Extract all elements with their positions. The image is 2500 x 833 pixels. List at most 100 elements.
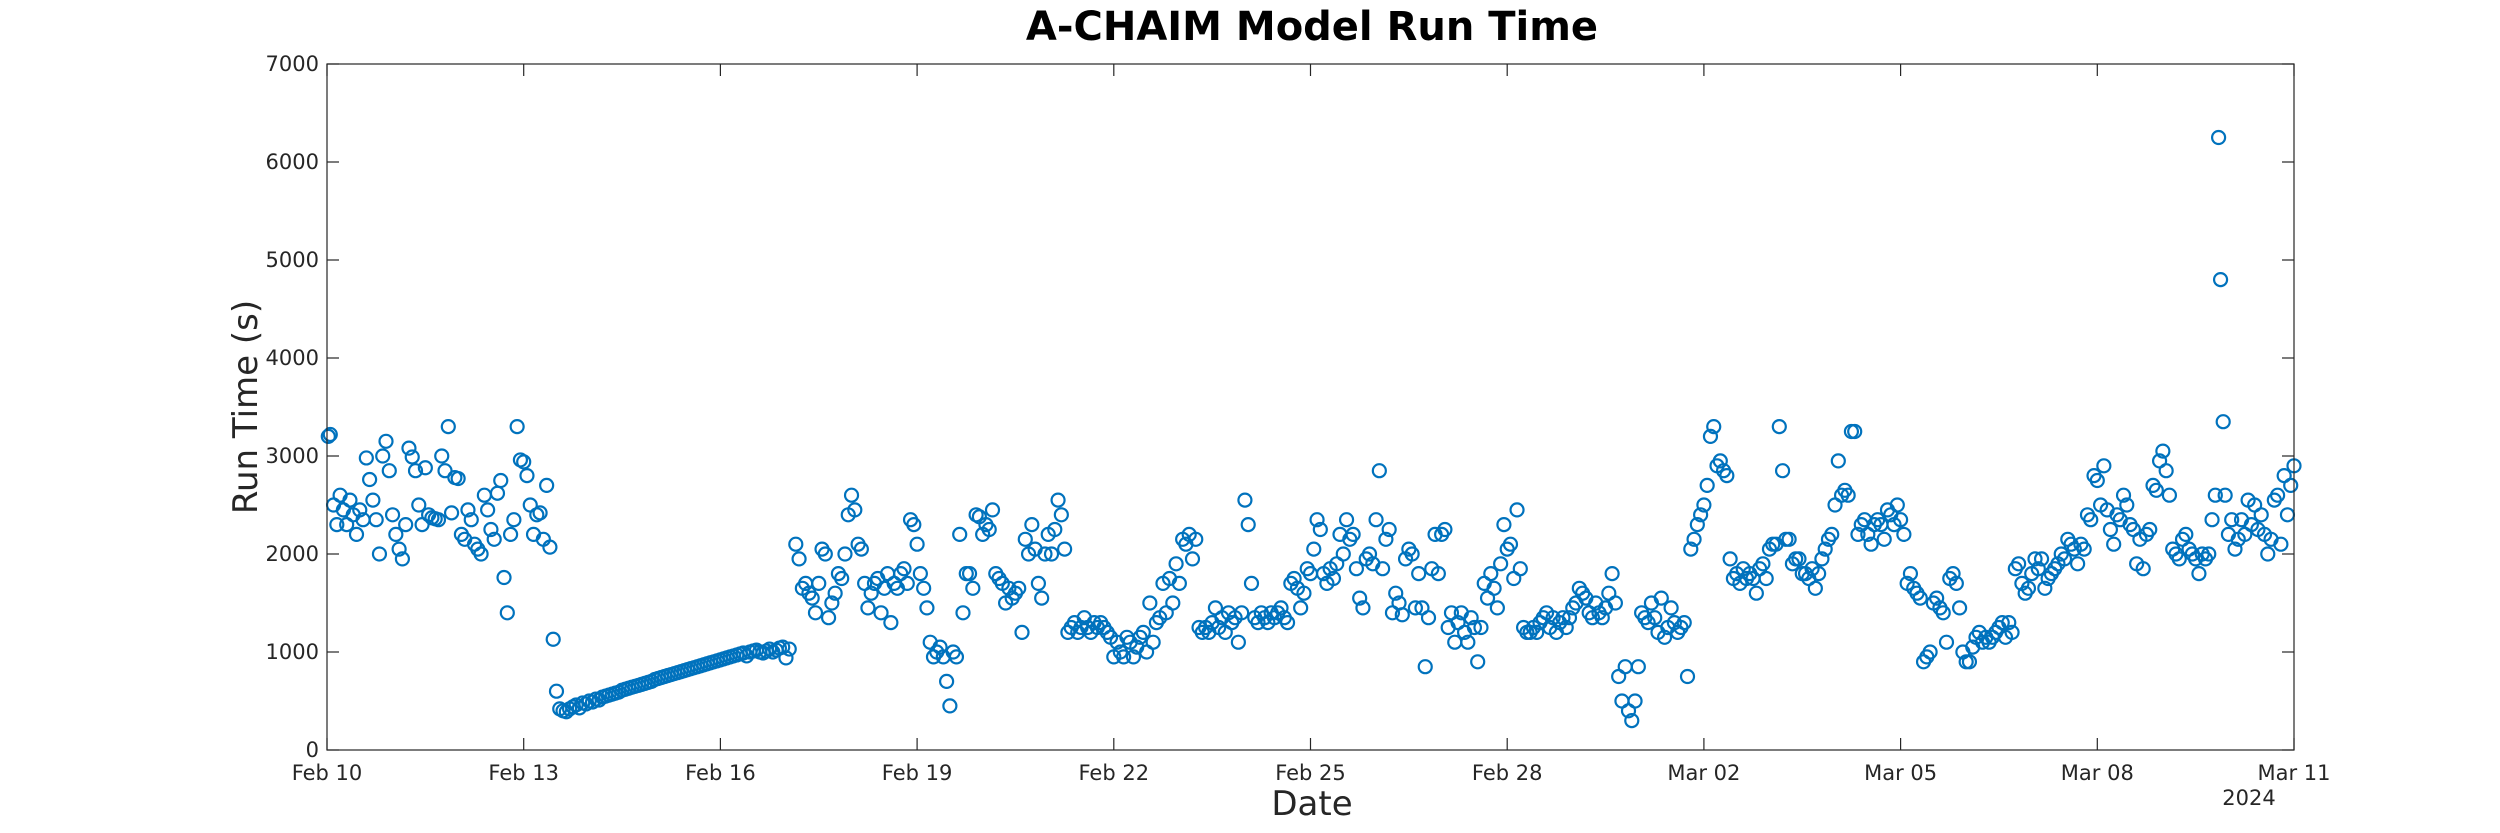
x-tick-label: Feb 22: [1079, 761, 1150, 785]
data-point: [348, 526, 365, 543]
data-point: [1493, 556, 1509, 572]
data-point: [1352, 590, 1368, 606]
data-point: [1473, 619, 1489, 636]
data-point: [1368, 512, 1384, 528]
data-point: [1758, 570, 1774, 587]
data-point: [1699, 477, 1715, 493]
data-point: [853, 541, 869, 557]
data-point: [329, 516, 345, 533]
data-point: [1325, 570, 1342, 587]
data-point: [1345, 526, 1361, 543]
data-point: [381, 463, 397, 479]
data-point: [1529, 624, 1545, 641]
data-point: [1696, 497, 1712, 513]
data-point: [1496, 516, 1512, 533]
data-point: [1230, 634, 1246, 650]
data-point: [2076, 541, 2092, 557]
data-point: [1653, 590, 1669, 606]
data-point: [548, 683, 565, 699]
data-point: [2011, 556, 2027, 572]
data-point: [391, 541, 407, 557]
data-point: [1361, 546, 1378, 562]
data-point: [883, 614, 899, 631]
x-axis-label: Date: [1271, 784, 1352, 824]
data-point: [365, 492, 381, 508]
data-point: [1011, 580, 1027, 596]
x-tick-label: Mar 08: [2061, 761, 2134, 785]
data-point: [539, 477, 555, 493]
data-point: [2089, 472, 2105, 489]
data-point: [1030, 575, 1046, 592]
data-point: [1371, 463, 1387, 479]
data-point: [1240, 516, 1256, 533]
data-point: [486, 531, 502, 547]
y-tick-label: 6000: [266, 150, 319, 174]
data-point: [368, 512, 384, 528]
data-point: [398, 516, 414, 533]
data-point: [2001, 614, 2017, 631]
data-point: [1686, 531, 1702, 547]
data-point: [430, 512, 447, 528]
data-point: [847, 502, 863, 518]
data-point: [961, 565, 978, 582]
data-markers: [320, 129, 2302, 729]
data-point: [896, 561, 912, 577]
data-point: [394, 551, 411, 567]
data-point: [1017, 531, 1033, 547]
data-point: [1929, 590, 1945, 606]
data-point: [2027, 551, 2043, 567]
data-point: [2178, 526, 2194, 543]
data-point: [1437, 521, 1453, 538]
data-point: [388, 526, 404, 543]
data-point: [1994, 614, 2010, 631]
data-point: [2033, 551, 2050, 567]
data-point: [1722, 551, 1738, 567]
data-point: [2171, 551, 2187, 567]
y-tick-label: 1000: [266, 640, 319, 664]
data-point: [463, 512, 479, 528]
data-point: [1863, 536, 1879, 552]
data-point: [2030, 561, 2046, 577]
data-point: [1555, 610, 1571, 626]
data-point: [443, 505, 460, 521]
data-point: [1807, 580, 1823, 596]
data-point: [981, 521, 997, 538]
data-point: [1948, 575, 1964, 592]
data-point: [2096, 458, 2112, 474]
data-point: [483, 521, 499, 538]
data-point: [1168, 556, 1184, 572]
data-point: [899, 575, 915, 592]
data-point: [407, 463, 424, 479]
data-point: [1892, 512, 1909, 528]
data-point: [2210, 129, 2227, 146]
data-point: [1889, 497, 1905, 513]
data-point: [499, 605, 515, 621]
data-point: [860, 600, 876, 616]
data-point: [820, 610, 837, 626]
data-point: [1388, 585, 1404, 601]
y-tick-label: 4000: [266, 346, 319, 370]
data-point: [919, 600, 935, 616]
data-point: [1938, 634, 1955, 650]
data-point: [1273, 600, 1289, 616]
data-point: [1791, 551, 1807, 567]
data-point: [804, 590, 820, 606]
data-point: [1293, 600, 1309, 616]
data-point: [1876, 531, 1892, 547]
data-point: [948, 649, 965, 665]
data-point: [984, 502, 1001, 518]
data-point: [817, 546, 833, 562]
data-point: [1460, 634, 1476, 650]
x-tick-label: Mar 05: [1864, 761, 1937, 785]
data-point: [1188, 531, 1204, 547]
data-point: [1407, 600, 1424, 616]
x-tick-label: Feb 28: [1472, 761, 1543, 785]
data-point: [1624, 712, 1640, 729]
data-point: [1706, 419, 1722, 435]
data-point: [1420, 610, 1437, 626]
y-tick-label: 0: [306, 738, 319, 762]
data-point: [778, 650, 794, 666]
data-point: [2215, 414, 2231, 430]
data-point: [873, 605, 889, 621]
